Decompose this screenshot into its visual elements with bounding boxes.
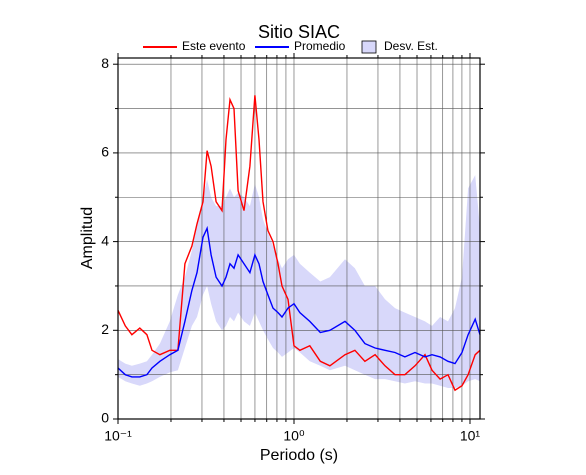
y-axis-label: Amplitud xyxy=(79,207,96,269)
y-tick-label: 8 xyxy=(101,55,109,71)
std-band xyxy=(118,175,480,388)
x-tick-label: 10⁰ xyxy=(283,428,305,444)
series-line xyxy=(117,225,481,378)
legend-label: Promedio xyxy=(294,39,346,53)
y-tick-label: 2 xyxy=(101,321,109,337)
legend-label: Este evento xyxy=(182,39,246,53)
x-tick-label: 10⁻¹ xyxy=(104,428,132,444)
series-line xyxy=(117,95,481,392)
legend-label: Desv. Est. xyxy=(384,39,438,53)
x-axis-label: Periodo (s) xyxy=(260,447,338,464)
legend-swatch xyxy=(361,40,377,54)
x-tick-label: 10¹ xyxy=(460,428,481,444)
y-tick-label: 0 xyxy=(101,410,109,426)
plot-frame xyxy=(117,57,481,420)
y-tick-label: 6 xyxy=(101,144,109,160)
chart-title: Sitio SIAC xyxy=(258,22,340,42)
y-tick-label: 4 xyxy=(101,232,109,248)
